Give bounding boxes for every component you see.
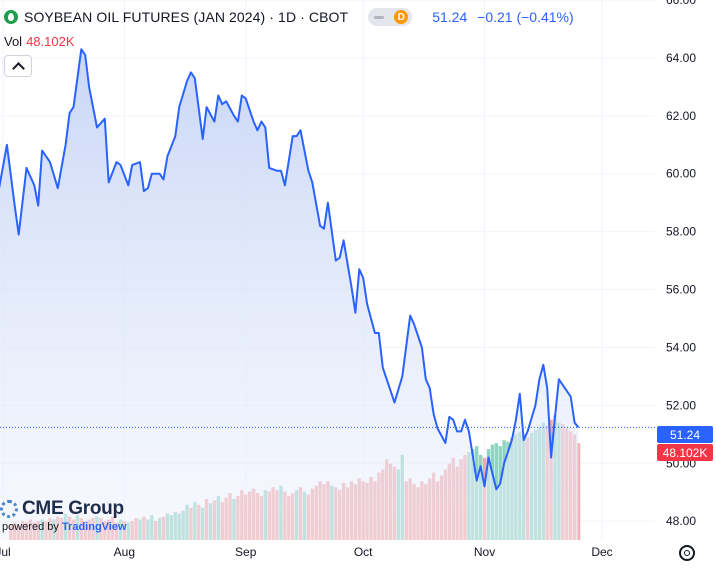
chart-legend: SOYBEAN OIL FUTURES (JAN 2024) · 1D · CB… bbox=[4, 8, 574, 26]
y-tick-label: 62.00 bbox=[666, 109, 696, 123]
symbol-title[interactable]: SOYBEAN OIL FUTURES (JAN 2024) · 1D · CB… bbox=[24, 9, 349, 25]
soybean-oil-symbol-icon bbox=[4, 10, 18, 24]
price-line bbox=[0, 48, 580, 491]
cme-globe-icon bbox=[0, 500, 18, 518]
y-tick-label: 56.00 bbox=[666, 283, 696, 297]
x-tick-label: Jul bbox=[0, 545, 11, 559]
y-tick-label: 58.00 bbox=[666, 225, 696, 239]
volume-value: 48.102K bbox=[26, 34, 75, 49]
last-price: 51.24 bbox=[432, 9, 468, 25]
powered-by-tradingview[interactable]: powered by TradingView bbox=[2, 521, 127, 533]
cme-group-logo: CME Group bbox=[0, 498, 124, 520]
y-tick-label: 66.00 bbox=[666, 0, 696, 7]
chevron-up-icon bbox=[11, 61, 25, 75]
y-tick-label: 64.00 bbox=[666, 51, 696, 65]
price-change: −0.21 (−0.41%) bbox=[477, 9, 574, 25]
last-volume-tag: 48.102K bbox=[657, 444, 713, 461]
settings-gear-icon[interactable] bbox=[679, 545, 695, 561]
tradingview-logo-text: TradingView bbox=[61, 521, 127, 533]
y-tick-label: 48.00 bbox=[666, 514, 696, 528]
last-price-quote: 51.24 −0.21 (−0.41%) bbox=[432, 9, 573, 25]
x-tick-label: Dec bbox=[591, 545, 612, 559]
x-tick-label: Aug bbox=[114, 545, 135, 559]
y-tick-label: 52.00 bbox=[666, 398, 696, 412]
last-price-tag: 51.24 bbox=[657, 426, 713, 443]
x-tick-label: Oct bbox=[354, 545, 373, 559]
y-tick-label: 54.00 bbox=[666, 340, 696, 354]
powered-by-text: powered by bbox=[2, 521, 59, 533]
volume-label: Vol bbox=[4, 34, 23, 49]
x-tick-label: Nov bbox=[474, 545, 495, 559]
delayed-data-badge[interactable]: D bbox=[390, 8, 413, 26]
volume-bar bbox=[576, 443, 581, 540]
x-tick-label: Sep bbox=[235, 545, 257, 559]
volume-legend: Vol 48.102K bbox=[4, 34, 75, 49]
y-tick-label: 60.00 bbox=[666, 167, 696, 181]
collapse-legend-button[interactable] bbox=[4, 55, 32, 77]
eye-toggle-icon[interactable] bbox=[368, 8, 391, 26]
cme-logo-text: CME Group bbox=[22, 498, 124, 519]
